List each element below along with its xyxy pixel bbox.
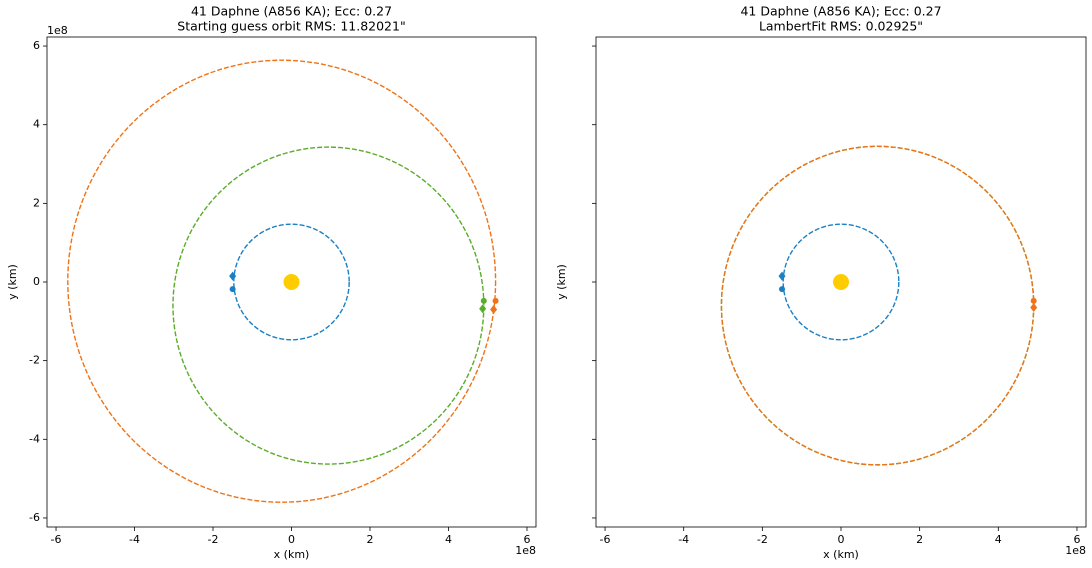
y-tick-label: 4 bbox=[33, 118, 40, 131]
x-tick-label: 0 bbox=[838, 533, 845, 546]
chart-title: 41 Daphne (A856 KA); Ecc: 0.27 bbox=[191, 4, 392, 19]
y-tick-label: 2 bbox=[33, 196, 40, 209]
diamond-marker bbox=[479, 304, 487, 314]
x-tick-label: -4 bbox=[129, 533, 140, 546]
dot-marker bbox=[1030, 297, 1037, 304]
x-offset-label: 1e8 bbox=[515, 544, 536, 557]
dot-marker bbox=[779, 286, 786, 293]
y-offset-label: 1e8 bbox=[47, 24, 68, 37]
orbit bbox=[67, 59, 497, 503]
x-tick-label: -4 bbox=[678, 533, 689, 546]
x-tick-label: -6 bbox=[600, 533, 611, 546]
diamond-marker bbox=[1030, 303, 1038, 313]
chart-title: 41 Daphne (A856 KA); Ecc: 0.27 bbox=[740, 4, 941, 19]
y-tick-label: -4 bbox=[29, 432, 40, 445]
diamond-marker bbox=[490, 305, 498, 315]
x-tick-label: 6 bbox=[523, 533, 530, 546]
y-tick-label: -6 bbox=[29, 511, 40, 524]
sun-marker bbox=[283, 274, 300, 290]
y-tick-label: 0 bbox=[33, 275, 40, 288]
orbit bbox=[720, 145, 1035, 466]
orbit bbox=[782, 223, 900, 341]
dot-marker bbox=[229, 286, 236, 293]
chart-subtitle: LambertFit RMS: 0.02925" bbox=[759, 19, 923, 34]
sun-marker bbox=[833, 274, 849, 290]
x-axis-label: x (km) bbox=[274, 548, 310, 561]
diamond-marker bbox=[229, 271, 237, 281]
x-tick-label: -6 bbox=[51, 533, 62, 546]
dot-marker bbox=[480, 297, 487, 304]
chart-subtitle: Starting guess orbit RMS: 11.82021" bbox=[177, 19, 405, 34]
x-tick-label: 2 bbox=[916, 533, 923, 546]
x-tick-label: 0 bbox=[288, 533, 295, 546]
x-offset-label: 1e8 bbox=[1065, 544, 1086, 557]
x-tick-label: 2 bbox=[366, 533, 373, 546]
x-tick-label: -2 bbox=[208, 533, 219, 546]
y-tick-label: 6 bbox=[33, 39, 40, 52]
orbit bbox=[720, 145, 1035, 466]
x-tick-label: 4 bbox=[995, 533, 1002, 546]
orbit bbox=[233, 223, 350, 341]
dot-marker bbox=[492, 297, 499, 304]
y-axis-label: y (km) bbox=[555, 264, 568, 300]
orbit bbox=[172, 146, 485, 465]
y-tick-label: -2 bbox=[29, 354, 40, 367]
x-tick-label: 6 bbox=[1073, 533, 1080, 546]
x-tick-label: 4 bbox=[445, 533, 452, 546]
diamond-marker bbox=[778, 271, 786, 281]
x-axis-label: x (km) bbox=[823, 548, 859, 561]
x-tick-label: -2 bbox=[757, 533, 768, 546]
y-axis-label: y (km) bbox=[6, 264, 19, 300]
axes-frame bbox=[595, 36, 1087, 528]
axes-frame bbox=[46, 36, 537, 528]
